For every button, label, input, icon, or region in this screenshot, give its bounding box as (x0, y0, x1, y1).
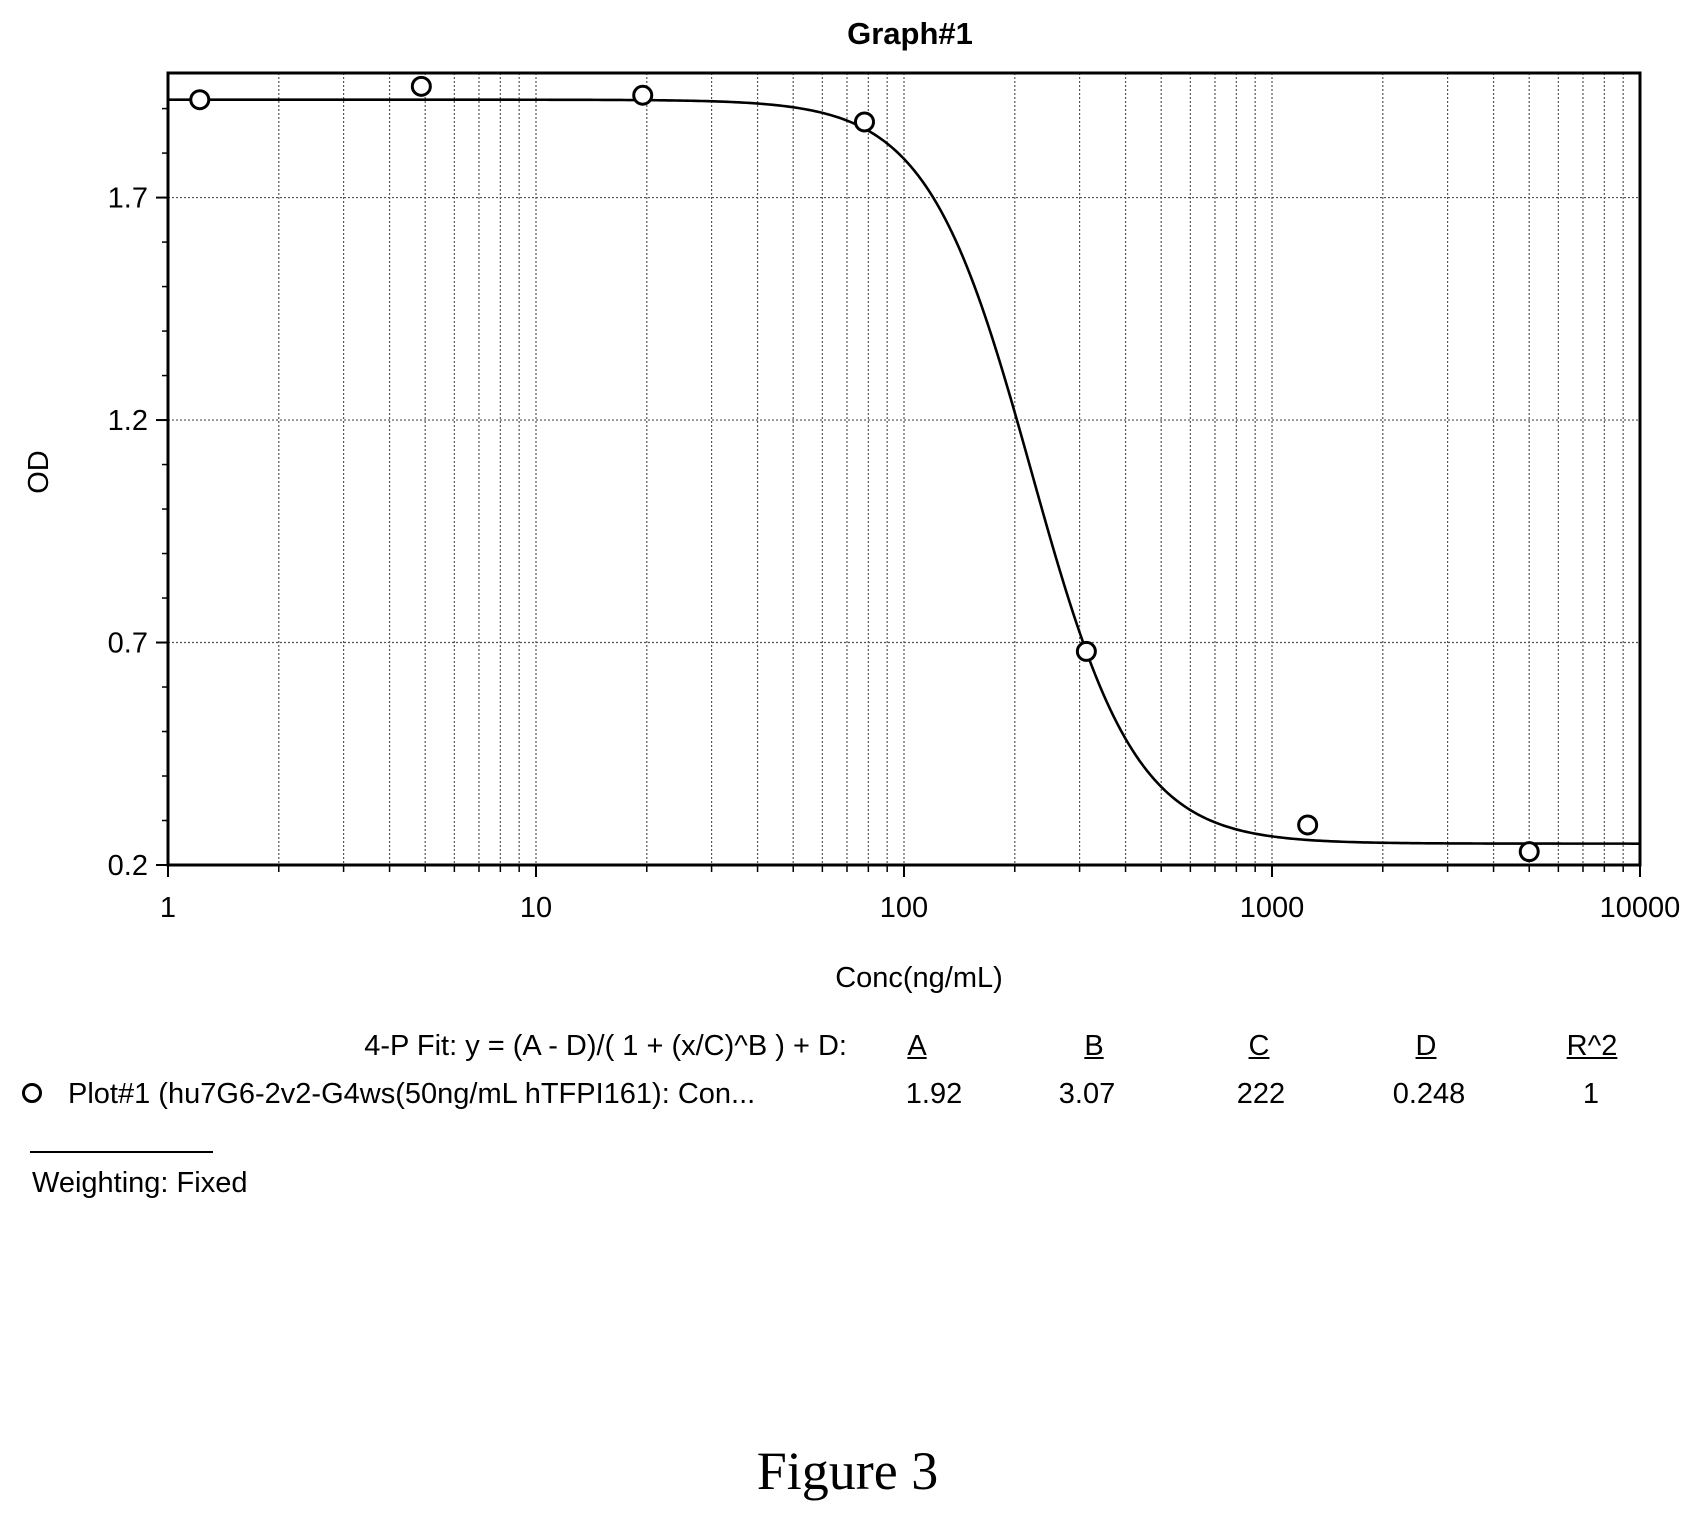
grid-lines (168, 73, 1640, 865)
data-point (410, 75, 432, 97)
x-tick-label: 10000 (1600, 892, 1681, 924)
y-axis-label: OD (23, 450, 55, 494)
fit-value-r2: 1 (1582, 1078, 1600, 1110)
x-axis-label: Conc(ng/mL) (835, 962, 1003, 994)
data-point (1297, 814, 1319, 836)
data-point (1075, 640, 1097, 662)
x-tick-label: 10 (520, 892, 552, 924)
weighting-label: Weighting: Fixed (32, 1167, 248, 1199)
y-tick-label: 1.2 (108, 405, 148, 437)
fit-curve (168, 98, 1640, 845)
chart-title: Graph#1 (847, 16, 973, 51)
fit-value-c: 222 (1236, 1078, 1286, 1110)
fit-equation: 4-P Fit: y = (A - D)/( 1 + (x/C)^B ) + D… (364, 1030, 847, 1062)
fit-row-label: Plot#1 (hu7G6-2v2-G4ws(50ng/mL hTFPI161)… (68, 1078, 756, 1110)
fit-results-table: 4-P Fit: y = (A - D)/( 1 + (x/C)^B ) + D… (0, 1030, 1695, 1140)
data-point (1518, 841, 1540, 863)
data-points (189, 75, 1540, 863)
fit-header-r2: R^2 (1566, 1030, 1618, 1062)
figure-caption: Figure 3 (756, 1441, 939, 1501)
x-axis: 1 10 100 1000 10000 (160, 865, 1680, 924)
legend-circle-marker-icon (22, 1083, 42, 1103)
data-point (189, 89, 211, 111)
fit-value-d: 0.248 (1392, 1078, 1466, 1110)
fit-curve-layer (168, 98, 1640, 845)
x-tick-label: 100 (880, 892, 928, 924)
x-tick-label: 1 (160, 892, 176, 924)
y-tick-label: 0.2 (108, 850, 148, 882)
legend-divider (30, 1151, 213, 1153)
y-axis: 0.2 0.7 1.2 1.7 (108, 107, 168, 882)
fit-header-b: B (1084, 1030, 1104, 1062)
chart: Graph#1 1 10 100 1000 10000 0.2 0.7 1.2 1.7 Con… (23, 16, 1680, 994)
fit-header-a: A (907, 1030, 927, 1062)
data-point (632, 84, 654, 106)
fit-value-a: 1.92 (905, 1078, 963, 1110)
fit-header-c: C (1248, 1030, 1270, 1062)
x-tick-label: 1000 (1240, 892, 1305, 924)
fit-value-b: 3.07 (1058, 1078, 1116, 1110)
y-tick-label: 1.7 (108, 183, 148, 215)
data-point (853, 111, 875, 133)
fit-header-d: D (1415, 1030, 1437, 1062)
y-tick-label: 0.7 (108, 628, 148, 660)
